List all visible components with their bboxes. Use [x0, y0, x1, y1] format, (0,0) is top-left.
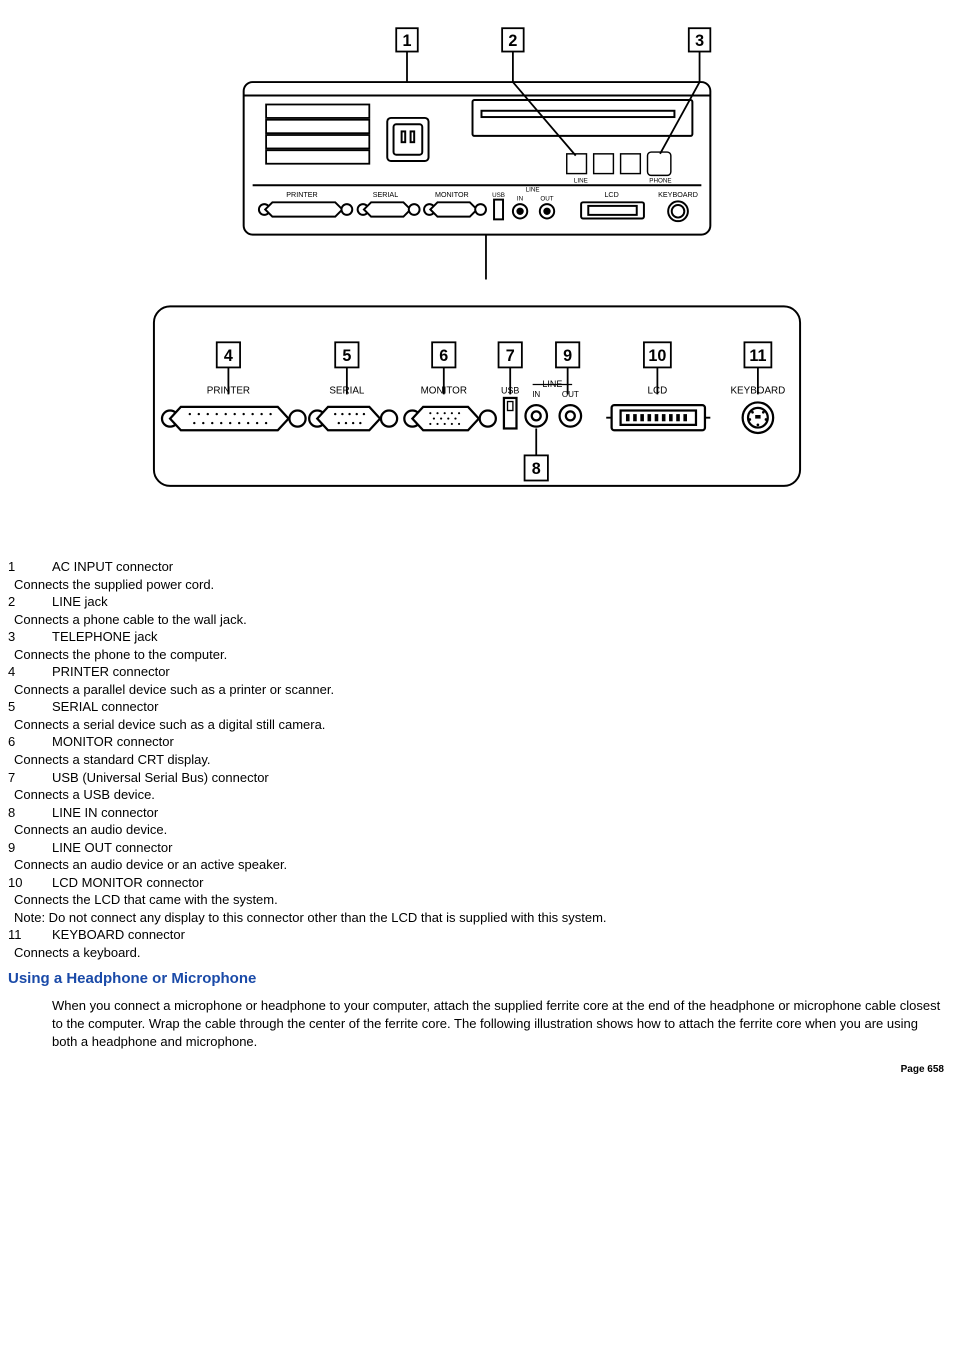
- connector-num: 5: [8, 698, 52, 716]
- connector-num: 9: [8, 839, 52, 857]
- svg-text:IN: IN: [517, 196, 524, 203]
- connector-name: MONITOR connector: [52, 734, 174, 749]
- connector-name: LINE OUT connector: [52, 840, 172, 855]
- svg-text:PHONE: PHONE: [649, 178, 671, 185]
- page-number: Page 658: [901, 1064, 944, 1075]
- connector-name: USB (Universal Serial Bus) connector: [52, 770, 269, 785]
- svg-text:1: 1: [403, 32, 412, 50]
- svg-text:10: 10: [648, 347, 666, 365]
- connector-desc: Connects the phone to the computer.: [8, 646, 946, 664]
- svg-text:KEYBOARD: KEYBOARD: [658, 191, 698, 199]
- svg-text:LINE: LINE: [574, 178, 588, 185]
- connector-diagram: LINE PHONE PRINTER SERIAL MONITOR USB: [8, 10, 946, 540]
- connector-desc: Connects an audio device.: [8, 821, 946, 839]
- connector-desc: Connects a keyboard.: [8, 944, 946, 962]
- connector-num: 7: [8, 769, 52, 787]
- svg-text:7: 7: [506, 347, 515, 365]
- connector-name: TELEPHONE jack: [52, 629, 157, 644]
- connector-desc: Connects the supplied power cord.: [8, 576, 946, 594]
- connector-desc: Connects a serial device such as a digit…: [8, 716, 946, 734]
- connector-name: SERIAL connector: [52, 699, 158, 714]
- svg-text:SERIAL: SERIAL: [373, 191, 398, 199]
- connector-num: 4: [8, 663, 52, 681]
- connector-name: KEYBOARD connector: [52, 927, 185, 942]
- svg-text:5: 5: [342, 347, 351, 365]
- connector-name: AC INPUT connector: [52, 559, 173, 574]
- svg-text:2: 2: [508, 32, 517, 50]
- section-body: When you connect a microphone or headpho…: [8, 997, 946, 1052]
- connector-num: 6: [8, 733, 52, 751]
- svg-text:MONITOR: MONITOR: [435, 191, 469, 199]
- svg-text:SERIAL: SERIAL: [329, 385, 365, 396]
- svg-text:KEYBOARD: KEYBOARD: [730, 385, 785, 396]
- connector-num: 8: [8, 804, 52, 822]
- connector-name: PRINTER connector: [52, 664, 170, 679]
- connector-name: LINE jack: [52, 594, 108, 609]
- svg-text:LINE: LINE: [526, 187, 540, 194]
- connector-desc: Connects a USB device.: [8, 786, 946, 804]
- connector-desc: Connects a phone cable to the wall jack.: [8, 611, 946, 629]
- connector-num: 1: [8, 558, 52, 576]
- svg-text:USB: USB: [501, 385, 519, 395]
- svg-text:9: 9: [563, 347, 572, 365]
- svg-text:PRINTER: PRINTER: [207, 385, 250, 396]
- svg-text:11: 11: [749, 347, 766, 365]
- connector-num: 10: [8, 874, 52, 892]
- connector-desc: Connects the LCD that came with the syst…: [8, 891, 946, 926]
- svg-text:3: 3: [695, 32, 704, 50]
- svg-text:LCD: LCD: [604, 191, 618, 199]
- svg-text:MONITOR: MONITOR: [421, 385, 467, 396]
- svg-text:LCD: LCD: [648, 385, 668, 396]
- svg-text:IN: IN: [532, 390, 540, 399]
- connector-num: 11: [8, 926, 52, 944]
- svg-text:6: 6: [439, 347, 448, 365]
- connector-list: 1AC INPUT connector Connects the supplie…: [8, 558, 946, 962]
- connector-num: 3: [8, 628, 52, 646]
- connector-name: LINE IN connector: [52, 805, 158, 820]
- svg-text:PRINTER: PRINTER: [286, 191, 317, 199]
- svg-text:4: 4: [224, 347, 233, 365]
- section-heading: Using a Headphone or Microphone: [8, 970, 946, 987]
- connector-num: 2: [8, 593, 52, 611]
- connector-desc: Connects a parallel device such as a pri…: [8, 681, 946, 699]
- connector-desc: Connects a standard CRT display.: [8, 751, 946, 769]
- svg-text:USB: USB: [492, 192, 505, 199]
- svg-text:8: 8: [532, 460, 541, 478]
- svg-text:OUT: OUT: [562, 390, 579, 399]
- connector-desc: Connects an audio device or an active sp…: [8, 856, 946, 874]
- connector-name: LCD MONITOR connector: [52, 875, 203, 890]
- svg-text:OUT: OUT: [540, 196, 553, 203]
